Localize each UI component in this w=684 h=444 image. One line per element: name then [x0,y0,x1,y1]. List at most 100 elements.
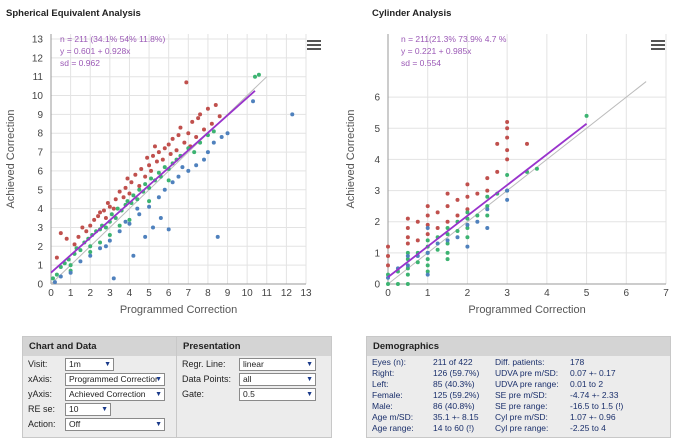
data-point-red [101,208,106,213]
data-point-blue [180,165,185,170]
presentation-label-2: Gate: [182,389,205,399]
data-point-red [162,146,167,151]
chart-data-select-0[interactable]: 1m ▼ [65,358,114,371]
data-point-red [64,236,69,241]
y-tick-label: 5 [374,124,380,135]
data-point-blue [215,234,220,239]
chart-data-select-value: Off [69,419,81,429]
data-point-red [425,222,430,227]
demo-right-label-2: UDVA pre range: [495,379,559,389]
presentation-select-2[interactable]: 0.5 ▼ [239,388,316,401]
chart-data-select-3[interactable]: 10 ▼ [65,403,111,416]
data-point-red [405,216,410,221]
data-point-red [505,157,510,162]
se-scatter-chart: 0 1 2 3 4 5 6 7 8 9 10 11 12 13012345678910111213Prog… [5,34,312,316]
data-point-red [133,172,138,177]
data-point-blue [202,157,206,162]
data-point-blue [143,234,148,239]
data-point-red [117,189,122,194]
presentation-select-1[interactable]: all ▼ [239,373,316,386]
data-point-red [129,180,134,185]
data-point-green [465,225,470,230]
data-point-red [147,163,152,168]
data-point-red [184,80,189,85]
data-point-blue [425,272,430,277]
data-point-blue [68,270,73,275]
data-point-blue [162,187,167,192]
data-point-red [415,238,420,243]
data-point-green [445,225,450,230]
data-point-red [182,140,187,145]
x-tick-label: 2 [465,288,471,299]
data-point-red [445,204,450,209]
x-tick-label: 0 [48,288,54,299]
chart-data-select-1[interactable]: Programmed Correctior ▼ [65,373,165,386]
x-axis-title: Programmed Correction [120,304,237,316]
data-point-blue [405,253,410,258]
data-point-red [465,194,470,199]
data-point-red [98,210,103,215]
data-point-red [217,114,222,119]
data-point-green [162,165,167,170]
data-point-blue [505,188,510,193]
data-point-blue [176,174,181,179]
demo-right-label-1: UDVA pre m/SD: [495,368,559,378]
chart-data-label-2: yAxis: [28,389,53,399]
data-point-red [196,116,201,121]
x-tick-label: 5 [584,288,590,299]
demo-right-label-4: SE pre range: [495,401,548,411]
data-point-red [475,191,480,196]
y-tick-label: 4 [37,204,43,215]
data-point-green [505,173,510,177]
y-tick-label: 6 [37,166,43,177]
x-tick-label: 8 [205,288,211,299]
x-tick-label: 1 [68,288,74,299]
presentation-select-0[interactable]: linear ▼ [239,358,316,371]
data-point-green [405,272,410,277]
data-point-red [58,231,63,236]
data-point-blue [52,280,57,285]
demo-left-label-3: Female: [372,390,403,400]
triangle-down-icon: ▼ [306,376,313,383]
stats-line-3: sd = 0.554 [401,58,441,68]
data-point-blue [98,246,103,251]
x-tick-label: 12 [281,288,293,299]
data-point-red [143,174,148,179]
data-point-green [107,233,112,237]
demo-right-label-3: SE pre m/SD: [495,390,547,400]
demo-left-value-0: 211 of 422 [433,357,473,367]
data-point-green [445,257,450,262]
presentation-header: Presentation [177,337,331,356]
presentation-select-value: 0.5 [243,389,255,399]
data-point-red [386,263,390,268]
chart-data-select-2[interactable]: Achieved Correction ▼ [65,388,165,401]
data-point-green [117,223,122,228]
data-point-red [54,255,59,260]
data-point-green [415,260,420,265]
x-tick-label: 7 [186,288,192,299]
data-point-red [435,210,440,215]
demo-left-label-0: Eyes (n): [372,357,407,367]
data-point-red [149,168,154,173]
x-tick-label: 6 [166,288,172,299]
x-tick-label: 11 [262,288,273,299]
data-point-blue [170,180,175,185]
data-point-blue [475,219,480,224]
data-point-blue [107,238,112,243]
se-chart-menu-icon[interactable] [307,40,321,52]
demo-left-label-1: Right: [372,368,395,378]
data-point-blue [485,207,490,212]
cyl-chart-menu-icon[interactable] [651,40,665,52]
x-tick-label: 2 [87,288,93,299]
y-tick-label: 8 [37,129,43,140]
data-point-red [445,219,450,224]
demo-left-label-2: Left: [372,379,389,389]
presentation-label-1: Data Points: [182,374,232,384]
data-point-green [137,187,142,192]
chart-data-label-3: RE se: [28,404,56,414]
data-point-red [386,253,390,258]
chart-data-select-4[interactable]: Off ▼ [65,418,165,431]
demographics-panel: Demographics Eyes (n): 211 of 422 Right: 12… [366,336,671,438]
triangle-down-icon: ▼ [306,361,313,368]
data-point-red [405,225,410,230]
